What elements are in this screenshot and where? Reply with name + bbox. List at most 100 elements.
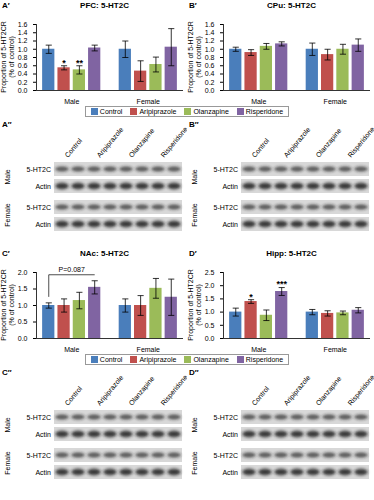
svg-text:0.6: 0.6 — [205, 62, 215, 69]
svg-text:A″: A″ — [2, 120, 12, 129]
svg-text:Olanzapine: Olanzapine — [314, 375, 343, 407]
svg-text:Olanzapine: Olanzapine — [127, 127, 156, 159]
svg-text:1.2: 1.2 — [205, 37, 215, 44]
svg-text:1.0: 1.0 — [205, 308, 215, 315]
svg-text:1.2: 1.2 — [18, 37, 28, 44]
svg-text:Female: Female — [191, 203, 198, 226]
svg-text:0.8: 0.8 — [205, 54, 215, 61]
svg-text:Male: Male — [191, 169, 198, 184]
svg-text:Control: Control — [250, 385, 270, 407]
svg-text:5-HT2C: 5-HT2C — [213, 414, 238, 421]
svg-text:Olanzapine: Olanzapine — [314, 127, 343, 159]
svg-text:1.6: 1.6 — [205, 21, 215, 28]
html-text:B′: B′ — [189, 1, 197, 10]
svg-text:Male: Male — [4, 169, 11, 184]
svg-text:Actin: Actin — [35, 221, 51, 228]
svg-text:0.0: 0.0 — [205, 335, 215, 342]
svg-text:C″: C″ — [2, 368, 12, 377]
html-text:Aripiprazole: Aripiprazole — [139, 107, 177, 115]
svg-text:Male: Male — [64, 346, 79, 352]
svg-text:0.8: 0.8 — [18, 54, 28, 61]
html-text:A′: A′ — [2, 1, 10, 10]
svg-text:5-HT2C: 5-HT2C — [213, 452, 238, 459]
svg-text:Male: Male — [191, 417, 198, 432]
svg-text:1.5: 1.5 — [205, 295, 215, 302]
svg-text:1.4: 1.4 — [18, 29, 28, 36]
svg-text:**: ** — [76, 58, 84, 68]
svg-text:Aripiprazole: Aripiprazole — [282, 126, 312, 160]
svg-text:5-HT2C: 5-HT2C — [26, 204, 51, 211]
svg-text:*: * — [249, 292, 253, 302]
html-text:Olanzapine: Olanzapine — [193, 107, 229, 115]
svg-text:1.0: 1.0 — [18, 45, 28, 52]
svg-text:2.0: 2.0 — [205, 282, 215, 289]
html-text:Risperidone: Risperidone — [245, 107, 284, 115]
svg-text:Aripiprazole: Aripiprazole — [95, 126, 125, 160]
svg-text:1.0: 1.0 — [18, 302, 28, 309]
html-text:NAc: 5-HT2C: NAc: 5-HT2C — [80, 249, 129, 258]
svg-text:Female: Female — [4, 203, 11, 226]
svg-text:0.5: 0.5 — [205, 322, 215, 329]
svg-text:0.0: 0.0 — [18, 335, 28, 342]
svg-text:0.0: 0.0 — [205, 87, 215, 94]
svg-text:5-HT2C: 5-HT2C — [213, 204, 238, 211]
svg-text:Proportion of 5-HT2CR(% of con: Proportion of 5-HT2CR(% of control) — [187, 21, 203, 93]
svg-text:1.4: 1.4 — [205, 29, 215, 36]
svg-text:Actin: Actin — [35, 183, 51, 190]
svg-text:Actin: Actin — [35, 431, 51, 438]
svg-text:Proportion of 5-HT2CR(% of con: Proportion of 5-HT2CR(% of control) — [187, 269, 203, 341]
svg-text:Risperidone: Risperidone — [159, 373, 187, 407]
svg-text:B″: B″ — [189, 120, 199, 129]
svg-text:0.4: 0.4 — [18, 70, 28, 77]
svg-text:Female: Female — [324, 98, 347, 104]
svg-text:Actin: Actin — [222, 469, 238, 476]
svg-text:0.2: 0.2 — [205, 78, 215, 85]
svg-text:Actin: Actin — [222, 221, 238, 228]
svg-text:*: * — [62, 58, 66, 68]
svg-text:Olanzapine: Olanzapine — [127, 375, 156, 407]
svg-text:0.5: 0.5 — [18, 318, 28, 325]
svg-text:5-HT2C: 5-HT2C — [26, 414, 51, 421]
svg-text:Risperidone: Risperidone — [346, 125, 374, 159]
svg-text:D″: D″ — [189, 368, 199, 377]
html-text:Hipp: 5-HT2C: Hipp: 5-HT2C — [266, 249, 317, 258]
svg-text:***: *** — [276, 279, 287, 289]
svg-text:Female: Female — [137, 98, 160, 104]
svg-text:5-HT2C: 5-HT2C — [26, 166, 51, 173]
svg-text:5-HT2C: 5-HT2C — [213, 166, 238, 173]
svg-text:Male: Male — [251, 346, 266, 352]
svg-text:1.5: 1.5 — [18, 285, 28, 292]
svg-text:0.2: 0.2 — [18, 78, 28, 85]
svg-text:Female: Female — [191, 451, 198, 474]
svg-text:Aripiprazole: Aripiprazole — [95, 374, 125, 408]
svg-text:5-HT2C: 5-HT2C — [26, 452, 51, 459]
html-text:CPu: 5-HT2C: CPu: 5-HT2C — [267, 1, 316, 10]
svg-text:0.4: 0.4 — [205, 70, 215, 77]
svg-text:Actin: Actin — [222, 183, 238, 190]
svg-text:1.6: 1.6 — [18, 21, 28, 28]
svg-text:2.5: 2.5 — [205, 269, 215, 276]
svg-text:0.6: 0.6 — [18, 62, 28, 69]
svg-text:P=0.087: P=0.087 — [59, 266, 85, 273]
svg-text:Risperidone: Risperidone — [159, 125, 187, 159]
html-text:Control: Control — [99, 107, 123, 115]
svg-text:1.0: 1.0 — [205, 45, 215, 52]
svg-text:Male: Male — [64, 98, 79, 104]
svg-text:Actin: Actin — [222, 431, 238, 438]
svg-text:Female: Female — [137, 346, 160, 352]
svg-text:Actin: Actin — [35, 469, 51, 476]
svg-text:Male: Male — [4, 417, 11, 432]
svg-text:Aripiprazole: Aripiprazole — [282, 374, 312, 408]
svg-text:Female: Female — [4, 451, 11, 474]
svg-text:2.0: 2.0 — [18, 269, 28, 276]
svg-text:Control: Control — [63, 385, 83, 407]
svg-text:Risperidone: Risperidone — [346, 373, 374, 407]
svg-text:Control: Control — [250, 137, 270, 159]
svg-text:0.0: 0.0 — [18, 87, 28, 94]
svg-text:Male: Male — [251, 98, 266, 104]
svg-text:Control: Control — [63, 137, 83, 159]
svg-text:Proportion of 5-HT2CR(% of con: Proportion of 5-HT2CR(% of control) — [0, 21, 16, 93]
svg-text:Proportion of 5-HT2CR(% of con: Proportion of 5-HT2CR(% of control) — [0, 269, 16, 341]
html-text:PFC: 5-HT2C: PFC: 5-HT2C — [80, 1, 129, 10]
svg-text:Female: Female — [324, 346, 347, 352]
